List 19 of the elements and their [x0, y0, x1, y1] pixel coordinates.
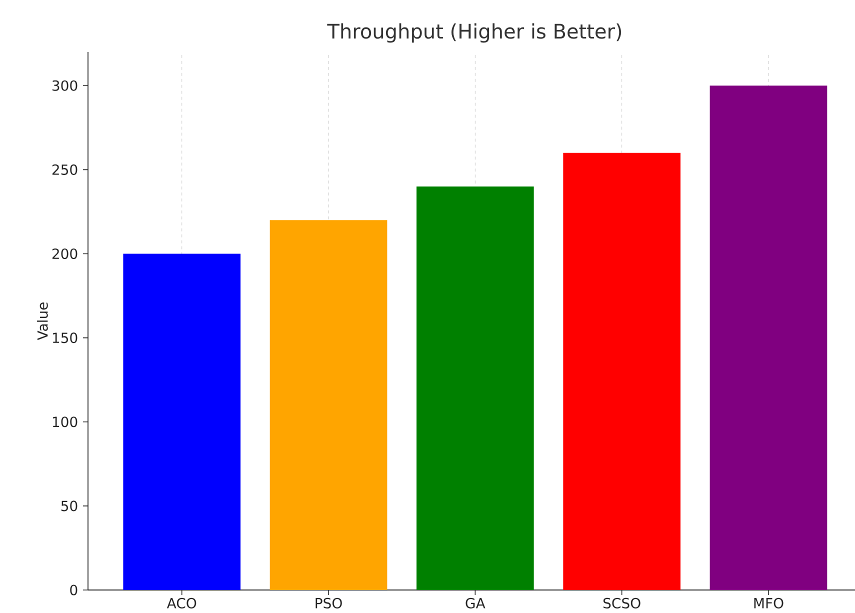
- bar: [563, 152, 680, 590]
- y-tick-label: 0: [70, 584, 78, 596]
- y-tick-label: 50: [61, 500, 78, 512]
- y-tick-label: 100: [52, 416, 78, 428]
- y-axis-title: Value: [37, 302, 48, 340]
- bar: [416, 186, 534, 590]
- y-tick-label: 300: [52, 80, 78, 91]
- x-tick-label: PSO: [316, 598, 342, 608]
- bar: [710, 86, 828, 590]
- x-tick-label: SCSO: [603, 598, 640, 608]
- x-tick-label: MFO: [754, 598, 784, 608]
- x-tick-label: ACO: [166, 598, 196, 608]
- chart-title: Throughput (Higher is Better): [327, 23, 622, 43]
- y-tick-label: 150: [52, 332, 78, 344]
- y-tick-label: 250: [52, 164, 78, 175]
- bar: [270, 220, 388, 590]
- y-tick-label: 200: [52, 248, 78, 260]
- bar: [123, 254, 241, 590]
- x-tick-label: GA: [466, 598, 486, 608]
